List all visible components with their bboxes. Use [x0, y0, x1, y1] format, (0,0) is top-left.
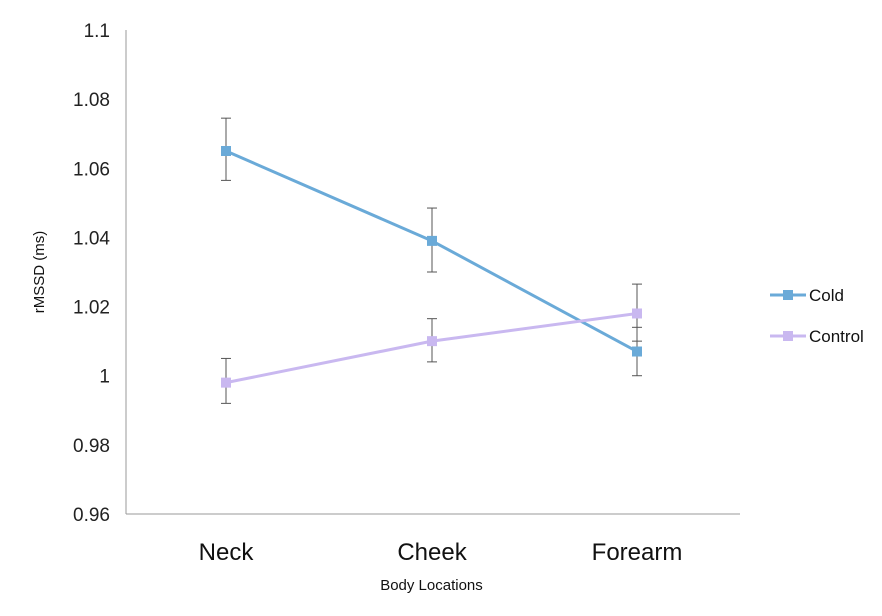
- legend-item-cold: Cold: [770, 286, 844, 305]
- y-tick-label: 1: [99, 367, 110, 388]
- y-tick-label: 1.02: [73, 298, 110, 319]
- legend-marker: [783, 290, 793, 300]
- x-category-label: Neck: [199, 539, 255, 566]
- series-line-segment: [430, 311, 639, 343]
- y-tick-label: 1.06: [73, 159, 110, 180]
- data-point-marker: [427, 235, 437, 246]
- legend-item-control: Control: [770, 327, 864, 346]
- x-axis-title: Body Locations: [380, 577, 483, 594]
- series: [221, 117, 642, 404]
- data-point-marker: [427, 336, 437, 347]
- data-point-marker: [632, 308, 642, 319]
- y-tick-label: 1.1: [84, 21, 110, 42]
- y-tick-label: 0.98: [73, 436, 110, 457]
- x-category-labels: Neck Cheek Forearm: [199, 539, 683, 566]
- series-control: [221, 283, 642, 404]
- axes: [125, 30, 740, 515]
- y-tick-labels: 0.96 0.98 1 1.02 1.04 1.06 1.08 1.1: [73, 21, 110, 526]
- data-point-marker: [221, 146, 231, 156]
- data-point-marker: [221, 377, 231, 388]
- series-cold: [221, 117, 642, 377]
- legend-marker: [783, 331, 793, 341]
- x-category-label: Forearm: [592, 539, 683, 566]
- legend-label: Cold: [809, 286, 844, 305]
- data-point-marker: [632, 346, 642, 357]
- y-tick-label: 0.96: [73, 505, 110, 526]
- y-tick-label: 1.04: [73, 228, 110, 249]
- legend: Cold Control: [770, 286, 864, 346]
- legend-label: Control: [809, 327, 864, 346]
- series-line-segment: [224, 149, 434, 243]
- y-tick-label: 1.08: [73, 90, 110, 111]
- y-axis-title: rMSSD (ms): [31, 231, 48, 314]
- x-category-label: Cheek: [397, 539, 467, 566]
- series-line-segment: [224, 339, 434, 385]
- series-line-segment: [430, 239, 639, 354]
